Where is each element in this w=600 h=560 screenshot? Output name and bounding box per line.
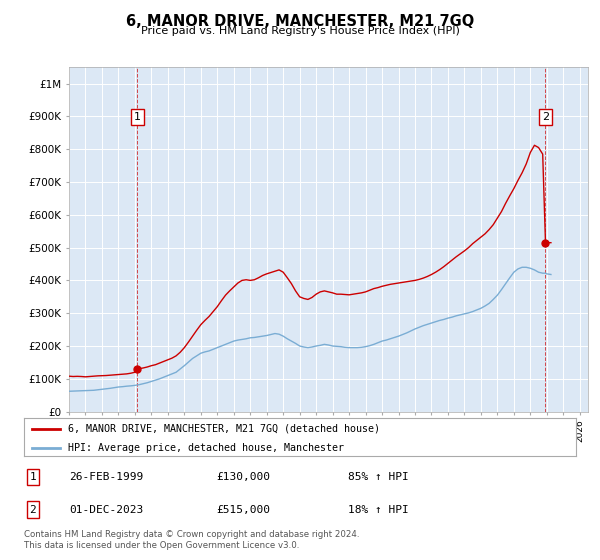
- Text: 26-FEB-1999: 26-FEB-1999: [69, 472, 143, 482]
- Text: This data is licensed under the Open Government Licence v3.0.: This data is licensed under the Open Gov…: [24, 541, 299, 550]
- Text: 18% ↑ HPI: 18% ↑ HPI: [348, 505, 409, 515]
- Text: 01-DEC-2023: 01-DEC-2023: [69, 505, 143, 515]
- Text: 85% ↑ HPI: 85% ↑ HPI: [348, 472, 409, 482]
- Text: 2: 2: [542, 112, 549, 122]
- Text: 1: 1: [134, 112, 141, 122]
- Text: £515,000: £515,000: [216, 505, 270, 515]
- Text: 6, MANOR DRIVE, MANCHESTER, M21 7GQ (detached house): 6, MANOR DRIVE, MANCHESTER, M21 7GQ (det…: [68, 424, 380, 434]
- Text: HPI: Average price, detached house, Manchester: HPI: Average price, detached house, Manc…: [68, 443, 344, 453]
- Text: 6, MANOR DRIVE, MANCHESTER, M21 7GQ: 6, MANOR DRIVE, MANCHESTER, M21 7GQ: [126, 14, 474, 29]
- Text: 1: 1: [29, 472, 37, 482]
- Text: 2: 2: [29, 505, 37, 515]
- Text: Contains HM Land Registry data © Crown copyright and database right 2024.: Contains HM Land Registry data © Crown c…: [24, 530, 359, 539]
- Text: Price paid vs. HM Land Registry's House Price Index (HPI): Price paid vs. HM Land Registry's House …: [140, 26, 460, 36]
- Text: £130,000: £130,000: [216, 472, 270, 482]
